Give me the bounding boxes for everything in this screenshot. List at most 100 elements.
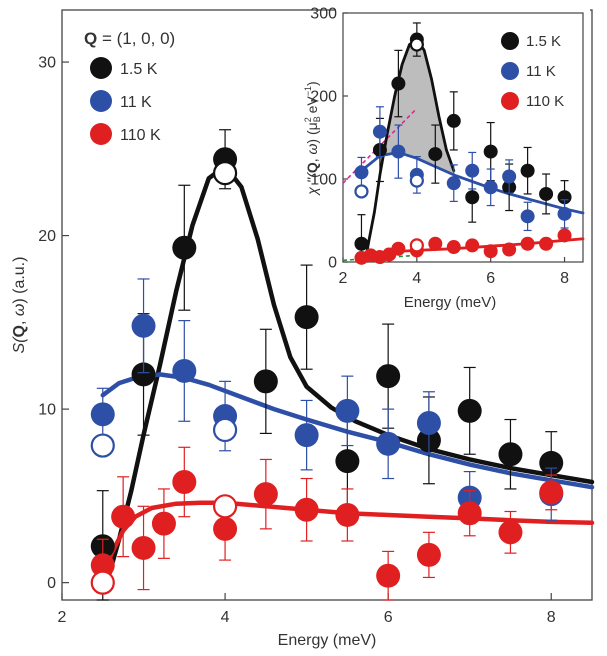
inset-legend-marker-110k: [501, 92, 519, 110]
main-point-1-5-k-11: [539, 450, 564, 475]
inset-x-axis-label: Energy (meV): [404, 294, 497, 311]
main-point-110-k-11: [457, 501, 482, 526]
inset-point-11-k-1: [372, 124, 387, 139]
inset-y-tick-label-200: 200: [310, 88, 337, 105]
inset-point-110-k-10: [502, 242, 517, 257]
main-point-1-5-k-4: [253, 369, 278, 394]
main-point-11-k-2: [172, 358, 197, 383]
inset-point-1-5-k-5: [446, 113, 461, 128]
main-x-tick-label-2: 2: [58, 609, 67, 626]
main-point-11-k-1: [131, 313, 156, 338]
inset-x-tick-label-2: 2: [339, 270, 348, 287]
inset-point-11-k-2: [391, 144, 406, 159]
main-legend: Q = (1, 0, 0) 1.5 K 11 K 110 K: [84, 29, 175, 145]
inset-axes: 2 4 6 8 0 100 200 300: [310, 5, 569, 287]
main-fit-curve-1-5-k: [104, 163, 595, 585]
main-x-tick-label-4: 4: [221, 609, 230, 626]
inset-point-11-k-4: [446, 176, 461, 191]
main-point-110-k-10: [416, 542, 441, 567]
inset-x-tick-label-8: 8: [560, 270, 569, 287]
main-point-1-5-k-7: [376, 364, 401, 389]
inset-x-tick-label-6: 6: [486, 270, 495, 287]
main-point-11-k-7: [416, 411, 441, 435]
inset-point-1-5-k-0: [354, 236, 369, 251]
legend-label-110k: 110 K: [120, 127, 161, 144]
main-x-tick-label-8: 8: [547, 609, 556, 626]
inset-point-110-k-7: [446, 240, 461, 255]
inset-point-11-k-0: [354, 165, 369, 180]
inset-legend-label-11k: 11 K: [526, 63, 556, 80]
main-point-110-k-7: [294, 497, 319, 522]
inset-point-1-5-k-9: [520, 163, 535, 178]
inset-fit-curve-1-5-k: [363, 38, 456, 264]
main-point-110-k-12: [498, 520, 523, 545]
inset-point-11-k-9: [557, 206, 572, 221]
inset-y-tick-label-0: 0: [328, 254, 337, 271]
inset-point-11-k-6: [483, 180, 498, 195]
main-point-110-k-9: [376, 563, 401, 588]
main-point-110-k-4: [172, 470, 197, 494]
inset-point-110-k-8: [465, 238, 480, 253]
main-point-110-k-3: [151, 511, 176, 536]
inset-open-point-110-k-0: [409, 238, 424, 253]
legend-marker-1-5k: [90, 57, 112, 79]
main-point-11-k-5: [335, 398, 360, 423]
inset-plot-frame: [342, 12, 584, 263]
main-open-point-11-k-0: [90, 433, 115, 458]
inset-open-point-11-k-0: [354, 184, 369, 199]
main-point-11-k-6: [376, 431, 401, 456]
main-point-110-k-5: [213, 516, 238, 541]
main-plot-frame: [61, 9, 593, 601]
inset-legend-marker-1-5k: [501, 32, 519, 50]
main-point-11-k-0: [90, 402, 115, 427]
main-point-110-k-13: [539, 480, 564, 505]
inset-point-1-5-k-11: [557, 190, 572, 205]
legend-label-11k: 11 K: [120, 94, 152, 111]
main-legend-title: Q = (1, 0, 0): [84, 29, 175, 48]
inset-point-11-k-8: [520, 209, 535, 224]
main-data-points: [90, 129, 564, 601]
main-y-tick-label-20: 20: [38, 228, 56, 245]
inset-legend-label-110k: 110 K: [526, 93, 564, 110]
inset-open-point-11-k-1: [409, 173, 424, 188]
main-point-1-5-k-1: [131, 362, 156, 387]
main-point-110-k-0: [90, 553, 115, 578]
inset-data-points: [354, 22, 572, 265]
inset-point-110-k-11: [520, 236, 535, 251]
main-point-1-5-k-2: [172, 235, 197, 260]
inset-point-11-k-5: [465, 163, 480, 178]
inset-background: [336, 6, 590, 316]
main-open-point-11-k-1: [212, 417, 238, 443]
inset-chart-panel: 2 4 6 8 0 100 200 300 χ ''(Q, ω) (μB2 eV−1) Ene…: [303, 5, 590, 316]
main-point-110-k-8: [335, 502, 360, 527]
inset-y-tick-label-300: 300: [310, 5, 337, 22]
main-y-tick-label-10: 10: [38, 402, 56, 419]
inset-point-110-k-4: [391, 241, 406, 256]
inset-point-1-5-k-2: [391, 76, 406, 91]
inset-point-1-5-k-6: [465, 190, 480, 205]
inset-point-1-5-k-7: [483, 144, 498, 159]
main-x-tick-label-6: 6: [384, 609, 393, 626]
inset-point-110-k-6: [428, 236, 443, 251]
main-open-point-110-k-0: [90, 570, 115, 595]
legend-label-1-5k: 1.5 K: [120, 61, 158, 78]
inset-y-tick-label-100: 100: [310, 171, 337, 188]
legend-marker-11k: [90, 90, 112, 112]
inset-legend-marker-11k: [501, 62, 519, 80]
main-point-110-k-6: [253, 482, 278, 507]
main-point-1-5-k-5: [294, 305, 319, 330]
main-point-110-k-1: [111, 504, 136, 529]
main-y-tick-label-0: 0: [47, 575, 56, 592]
main-point-110-k-2: [131, 535, 156, 560]
main-point-1-5-k-10: [498, 442, 523, 467]
inset-point-1-5-k-4: [428, 147, 443, 162]
main-point-1-5-k-6: [335, 449, 360, 474]
inset-x-tick-label-4: 4: [412, 270, 421, 287]
main-open-point-1-5-k-0: [212, 161, 238, 186]
inset-point-1-5-k-10: [539, 186, 554, 201]
legend-marker-110k: [90, 123, 112, 145]
inset-open-point-1-5-k-0: [409, 37, 424, 52]
inset-y-axis-label: χ ''(Q, ω) (μB2 eV−1): [303, 81, 322, 196]
